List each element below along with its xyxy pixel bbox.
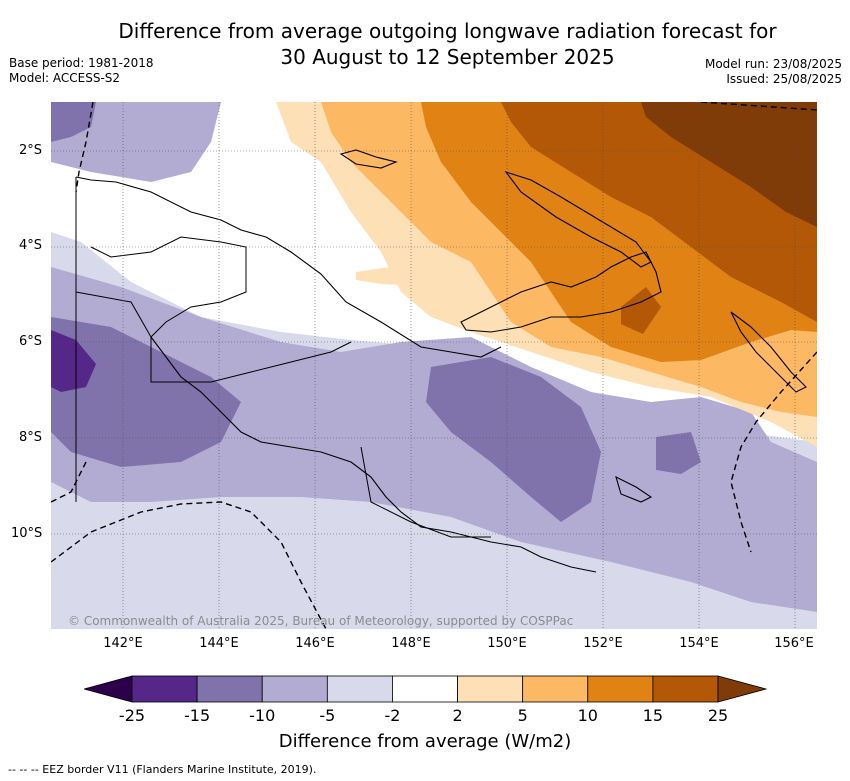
coast-manus [339, 149, 398, 169]
colorbar-tick-label: -15 [184, 706, 211, 725]
copyright-notice: © Commonwealth of Australia 2025, Bureau… [68, 614, 574, 628]
contour-medium-purple-central [426, 357, 601, 522]
map-title: Difference from average outgoing longwav… [60, 18, 835, 70]
eez-west [75, 102, 94, 193]
issued-date: Issued: 25/08/2025 [726, 72, 842, 86]
contour-medium-purple-east [656, 432, 701, 474]
meta-right: Model run: 23/08/2025 Issued: 25/08/2025 [705, 57, 842, 87]
colorbar-max-arrow [717, 675, 768, 703]
colorbar-tick-label: -5 [319, 706, 336, 725]
colorbar-segment [131, 675, 198, 703]
colorbar-tick-label: -10 [249, 706, 276, 725]
model-run: Model run: 23/08/2025 [704, 57, 842, 71]
title-line-2: 30 August to 12 September 2025 [280, 45, 615, 69]
coast-new-ireland [504, 170, 652, 268]
colorbar-segment [196, 675, 263, 703]
lon-label-152e: 152°E [583, 636, 623, 651]
lat-label-8s: 8°S [19, 430, 43, 445]
colorbar-segment [392, 675, 458, 703]
contour-light-purple-north [51, 102, 221, 182]
lon-label-150e: 150°E [487, 636, 527, 651]
contour-medium-purple-west [51, 317, 241, 467]
colorbar-segment [587, 675, 654, 703]
colorbar-segment [261, 675, 328, 703]
contour-dark-orange-blob [621, 287, 661, 334]
colorbar-tick-label: -25 [118, 706, 146, 725]
eez-footnote: -- -- -- EEZ border V11 (Flanders Marine… [8, 763, 317, 776]
coast-bougainville [730, 311, 807, 393]
colorbar-tick-label: -2 [384, 706, 401, 725]
base-period: Base period: 1981-2018 [9, 56, 154, 70]
colorbar-label: Difference from average (W/m2) [278, 731, 572, 752]
lon-label-144e: 144°E [199, 636, 239, 651]
colorbar-segments [131, 675, 719, 703]
colorbar-tick-label: 25 [707, 706, 729, 725]
colorbar-segment [652, 675, 719, 703]
title-line-1: Difference from average outgoing longwav… [118, 19, 777, 43]
colorbar-tick-label: 5 [517, 706, 528, 725]
border-provinces-2 [150, 337, 352, 383]
coast-new-guinea-south [150, 336, 597, 573]
lat-label-10s: 10°S [11, 526, 43, 541]
lon-label-156e: 156°E [774, 636, 814, 651]
lat-label-4s: 4°S [19, 238, 43, 253]
lat-label-2s: 2°S [19, 143, 43, 158]
lon-label-142e: 142°E [103, 636, 143, 651]
colorbar-tick-label: 2 [452, 706, 463, 725]
coast-islands-east [615, 475, 653, 503]
colorbar-segment [326, 675, 393, 703]
meta-left: Base period: 1981-2018 Model: ACCESS-S2 [9, 56, 154, 86]
lon-label-148e: 148°E [391, 636, 431, 651]
graticule [51, 102, 817, 629]
colorbar-min-arrow [84, 675, 133, 703]
contour-dark-purple [51, 330, 96, 392]
colorbar-segment [522, 675, 589, 703]
eez-borders [51, 102, 817, 629]
colorbar [84, 675, 768, 703]
anomaly-fill-contours [51, 102, 817, 612]
lon-label-146e: 146°E [295, 636, 335, 651]
contour-darkest-brown [641, 102, 817, 227]
contour-medium-purple-nw [51, 102, 96, 142]
model-name: Model: ACCESS-S2 [9, 71, 121, 85]
border-provinces-3 [75, 291, 152, 338]
colorbar-tick-label: 10 [577, 706, 598, 725]
eez-south [51, 501, 327, 629]
lon-label-154e: 154°E [679, 636, 719, 651]
eez-sw [51, 461, 87, 503]
olr-anomaly-map [51, 102, 817, 629]
coastlines [75, 149, 807, 573]
contour-light-purple-main [51, 267, 817, 612]
coast-new-britain [460, 251, 662, 333]
coast-new-guinea-north [75, 176, 502, 358]
colorbar-tick-label: 15 [642, 706, 664, 725]
lat-label-6s: 6°S [19, 334, 43, 349]
eez-se [730, 351, 817, 553]
colorbar-segment [457, 675, 524, 703]
contour-light-orange-small [356, 267, 441, 287]
